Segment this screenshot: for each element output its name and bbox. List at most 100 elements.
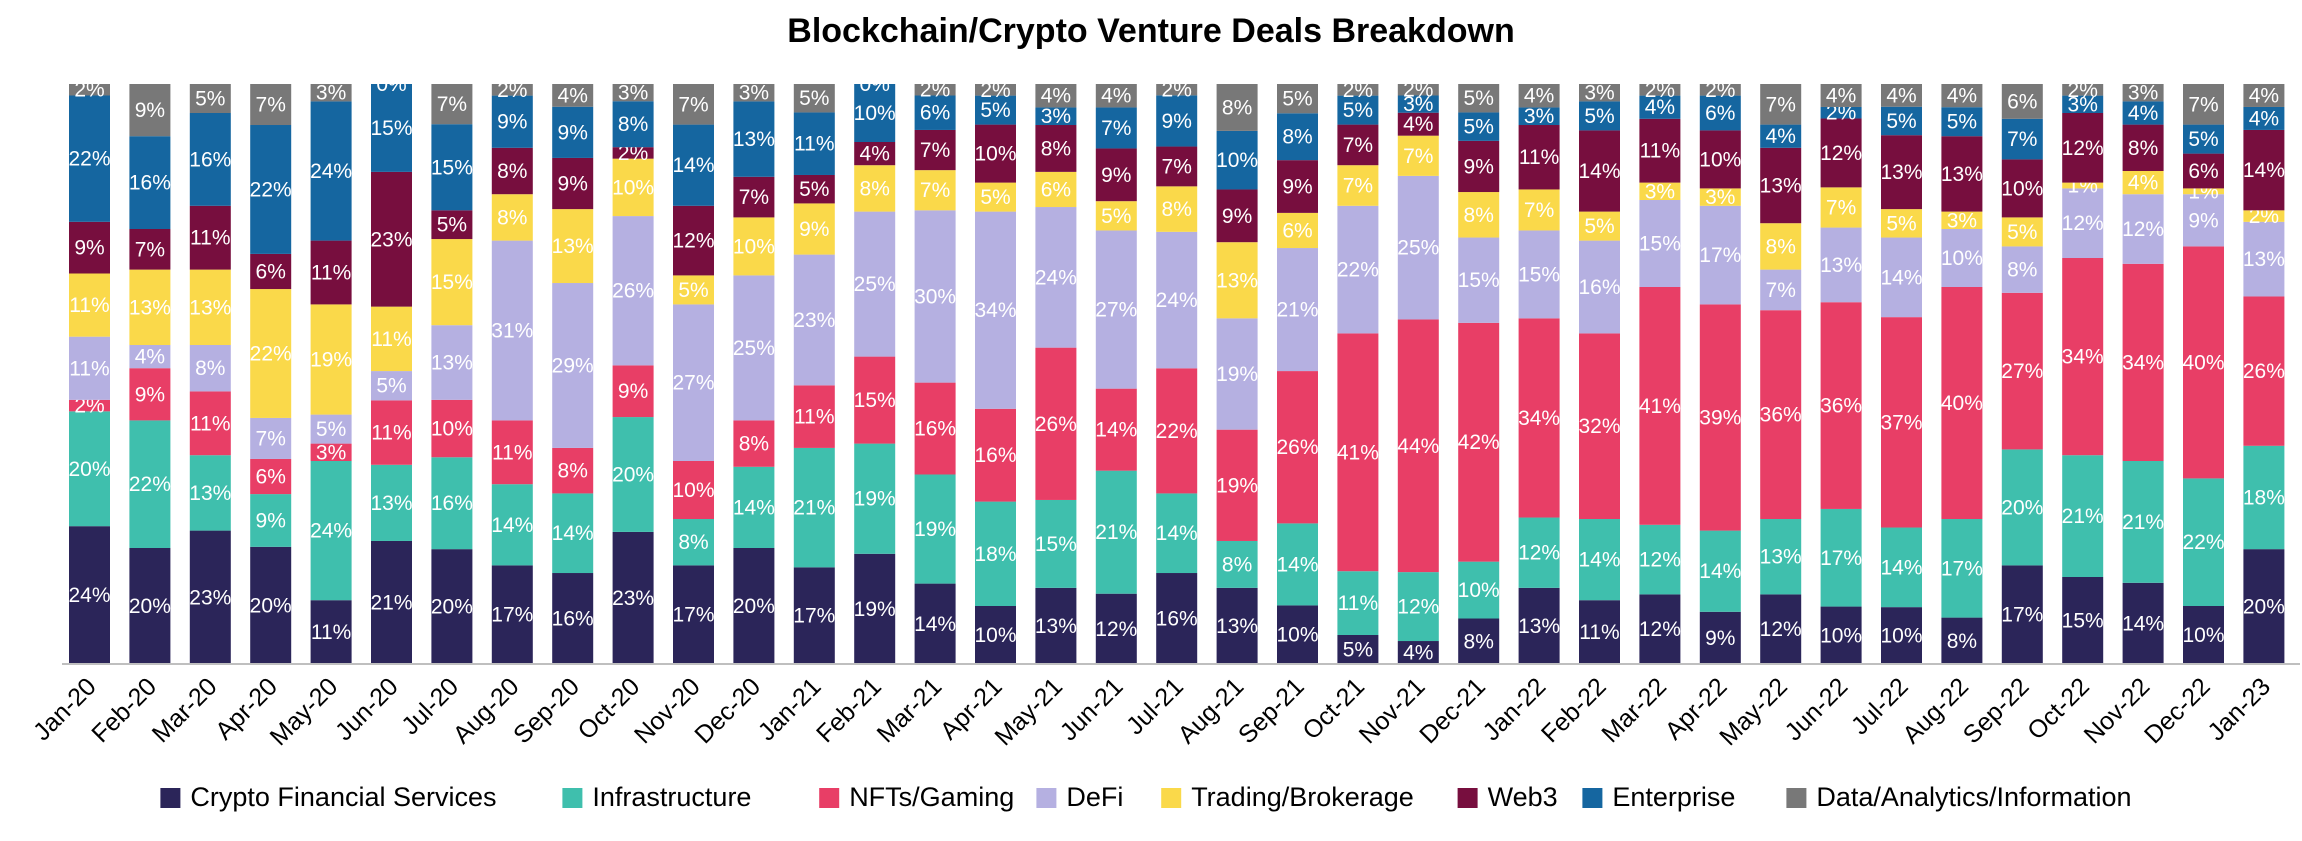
data-label-crypto-financial-services-jan-22: 13%: [1518, 615, 1560, 638]
data-label-enterprise-may-22: 4%: [1766, 125, 1796, 148]
data-label-defi-sep-21: 21%: [1276, 299, 1318, 322]
bar-segment-nfts-gaming-jun-20: [371, 400, 412, 465]
bar-segment-data-analytics-information-apr-22: [1699, 84, 1741, 96]
bar-segment-crypto-financial-services-mar-20: [189, 530, 231, 664]
bar-segment-data-analytics-information-jun-21: [1095, 84, 1137, 108]
data-label-enterprise-apr-22: 6%: [1705, 102, 1735, 125]
bar-segment-web3-jun-21: [1095, 148, 1137, 202]
data-label-data-analytics-information-oct-22: 2%: [2068, 79, 2098, 102]
data-label-defi-feb-20: 4%: [135, 346, 165, 369]
data-label-data-analytics-information-apr-21: 2%: [980, 79, 1010, 102]
bar-segment-crypto-financial-services-nov-22: [2122, 582, 2164, 664]
bar-segment-enterprise-may-21: [1035, 107, 1077, 126]
bar-segment-nfts-gaming-oct-22: [2062, 258, 2104, 456]
data-label-nfts-gaming-nov-22: 34%: [2122, 351, 2164, 374]
data-label-data-analytics-information-dec-21: 5%: [1464, 87, 1494, 110]
data-label-data-analytics-information-aug-22: 4%: [1947, 85, 1977, 108]
bar-segment-defi-aug-22: [1941, 229, 1983, 287]
bar-segment-defi-nov-21: [1397, 175, 1439, 320]
data-label-crypto-financial-services-nov-22: 14%: [2122, 612, 2164, 635]
bar-segment-trading-brokerage-aug-22: [1941, 211, 1983, 229]
bar-segment-web3-oct-22: [2062, 113, 2104, 183]
bar-segment-defi-nov-20: [673, 304, 714, 461]
bar-segment-trading-brokerage-apr-21: [975, 182, 1016, 212]
data-label-web3-jan-23: 14%: [2243, 159, 2285, 182]
data-label-crypto-financial-services-mar-21: 14%: [914, 613, 956, 636]
bar-segment-web3-nov-22: [2122, 124, 2164, 171]
bar-segment-crypto-financial-services-jul-20: [431, 549, 473, 664]
data-label-crypto-financial-services-oct-20: 23%: [612, 587, 654, 610]
data-label-nfts-gaming-feb-22: 32%: [1578, 415, 1620, 438]
bar-segment-defi-nov-22: [2122, 194, 2164, 264]
data-label-infrastructure-apr-22: 14%: [1699, 560, 1741, 583]
bar-segment-defi-sep-22: [2001, 246, 2043, 293]
data-label-trading-brokerage-nov-22: 4%: [2128, 172, 2158, 195]
bar-segment-nfts-gaming-oct-21: [1337, 333, 1379, 572]
bar-segment-data-analytics-information-dec-20: [733, 84, 775, 102]
data-label-infrastructure-jun-22: 17%: [1820, 547, 1862, 570]
data-label-web3-jul-20: 5%: [437, 214, 467, 237]
data-label-nfts-gaming-apr-22: 39%: [1699, 407, 1741, 430]
bar-segment-enterprise-jul-22: [1881, 106, 1922, 136]
data-label-web3-may-20: 11%: [311, 262, 351, 285]
data-label-nfts-gaming-jan-22: 34%: [1518, 407, 1560, 430]
bar-segment-enterprise-sep-20: [552, 106, 594, 158]
bar-segment-defi-aug-20: [491, 240, 533, 421]
bar-segment-trading-brokerage-oct-22: [2062, 182, 2104, 189]
bar-segment-enterprise-jul-20: [431, 124, 473, 211]
data-label-infrastructure-may-20: 24%: [310, 520, 352, 543]
bar-segment-defi-apr-22: [1699, 205, 1741, 305]
bar-segment-infrastructure-jan-21: [793, 447, 835, 568]
bar-segment-nfts-gaming-feb-20: [129, 368, 171, 421]
bar-segment-enterprise-nov-21: [1397, 95, 1439, 113]
bar-segment-infrastructure-feb-20: [129, 420, 171, 548]
data-label-nfts-gaming-aug-21: 19%: [1216, 474, 1258, 497]
bar-segment-crypto-financial-services-aug-22: [1941, 617, 1983, 664]
data-label-crypto-financial-services-sep-20: 16%: [552, 608, 594, 631]
data-label-nfts-gaming-jun-22: 36%: [1820, 395, 1862, 418]
data-label-trading-brokerage-jan-23: 2%: [2249, 205, 2279, 228]
bar-segment-enterprise-nov-20: [673, 124, 714, 206]
bar-segment-web3-oct-20: [612, 147, 654, 159]
bar-segment-data-analytics-information-may-20: [310, 84, 352, 102]
data-label-web3-feb-20: 7%: [135, 238, 165, 261]
bar-segment-enterprise-jun-21: [1095, 107, 1137, 149]
data-label-web3-nov-21: 4%: [1403, 113, 1433, 136]
bar-segment-crypto-financial-services-apr-22: [1699, 611, 1741, 664]
bar-segment-enterprise-apr-21: [975, 95, 1016, 125]
data-label-trading-brokerage-jun-20: 11%: [371, 328, 411, 351]
bar-segment-data-analytics-information-nov-20: [673, 84, 714, 125]
bar-segment-infrastructure-jun-20: [371, 464, 412, 541]
x-tick-label: Jun-21: [1055, 672, 1129, 746]
data-label-infrastructure-jun-21: 21%: [1095, 521, 1137, 544]
bar-segment-web3-feb-21: [854, 142, 896, 166]
bar-segment-crypto-financial-services-may-21: [1035, 587, 1077, 664]
data-label-enterprise-mar-20: 16%: [189, 148, 231, 171]
data-label-web3-mar-21: 7%: [920, 139, 950, 162]
bar-segment-defi-dec-21: [1458, 237, 1500, 323]
bar-segment-defi-dec-20: [733, 275, 775, 421]
bar-segment-enterprise-jul-21: [1156, 95, 1198, 147]
data-label-crypto-financial-services-jun-22: 10%: [1820, 624, 1862, 647]
data-label-data-analytics-information-feb-22: 3%: [1584, 82, 1614, 105]
data-label-infrastructure-apr-21: 18%: [974, 543, 1016, 566]
data-label-infrastructure-jul-20: 16%: [431, 492, 473, 515]
data-label-defi-mar-20: 8%: [195, 357, 225, 380]
data-label-trading-brokerage-aug-22: 3%: [1947, 209, 1977, 232]
x-tick-label: Mar-21: [872, 672, 948, 748]
data-label-web3-jun-21: 9%: [1101, 164, 1131, 187]
data-label-defi-mar-21: 30%: [914, 285, 956, 308]
x-tick-label: May-20: [265, 672, 344, 751]
data-label-data-analytics-information-aug-20: 2%: [497, 79, 527, 102]
bar-segment-web3-apr-22: [1699, 130, 1741, 189]
data-label-infrastructure-oct-20: 20%: [612, 464, 654, 487]
bar-segment-nfts-gaming-nov-21: [1397, 319, 1439, 573]
data-label-defi-dec-20: 25%: [733, 337, 775, 360]
data-label-trading-brokerage-sep-21: 6%: [1282, 219, 1312, 242]
x-tick-label: Jan-22: [1477, 672, 1551, 746]
data-label-defi-aug-22: 10%: [1941, 247, 1983, 270]
bar-segment-infrastructure-may-21: [1035, 499, 1077, 588]
data-label-web3-mar-20: 11%: [190, 227, 230, 250]
data-label-infrastructure-dec-21: 10%: [1458, 579, 1500, 602]
